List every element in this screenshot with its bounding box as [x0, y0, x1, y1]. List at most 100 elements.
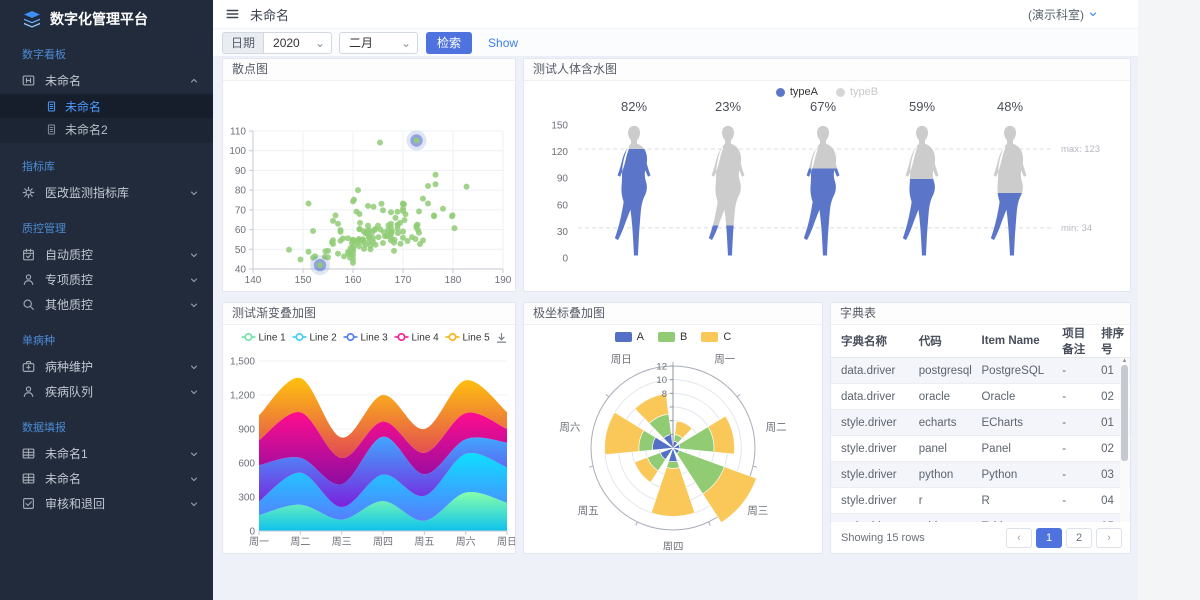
chevron-down-icon	[190, 502, 198, 506]
pagination-page-1[interactable]: 1	[1036, 527, 1062, 548]
sidebar-item[interactable]: 专项质控	[0, 267, 213, 292]
svg-text:90: 90	[235, 166, 247, 177]
sidebar-item-label: 未命名	[45, 472, 82, 486]
pagination-next[interactable]: ›	[1096, 527, 1122, 548]
table-cell: -	[1052, 435, 1092, 462]
table-cell: -	[1052, 461, 1092, 488]
table-cell: style.driver	[831, 435, 909, 462]
legend-item-typeB[interactable]: typeB	[836, 86, 878, 98]
table-cell: -	[1052, 513, 1092, 522]
table-body: data.driver postgresql PostgreSQL -01 data.d…	[831, 358, 1130, 522]
chevron-down-icon	[190, 191, 198, 195]
legend-item-Line-4[interactable]: Line 4	[394, 333, 440, 344]
user-icon	[23, 274, 34, 285]
svg-text:90: 90	[557, 174, 569, 185]
polar-chart: A B C 周一 周二 周三 周四 周五 周六 周日 12 10 8	[524, 325, 822, 554]
table-cell: R	[971, 487, 1053, 514]
svg-text:0: 0	[562, 254, 568, 265]
sidebar-section-label: 数据填报	[22, 422, 66, 434]
svg-text:周日: 周日	[497, 536, 515, 548]
sidebar-item[interactable]: 疾病队列	[0, 379, 213, 404]
sidebar-subitem-group: 未命名未命名2	[0, 93, 213, 143]
sidebar-item[interactable]: 病种维护	[0, 354, 213, 379]
svg-text:周六: 周六	[456, 536, 476, 548]
polar-legend: A B C	[524, 331, 822, 343]
table-cell: Python	[971, 461, 1053, 488]
table-icon	[22, 473, 35, 484]
sidebar-item-label: 自动质控	[45, 248, 94, 262]
month-select[interactable]: 二月 ⌄	[339, 31, 419, 54]
table-cell: style.driver	[831, 513, 909, 522]
pagination-page-2[interactable]: 2	[1066, 527, 1092, 548]
sidebar-item[interactable]: 医改监测指标库	[0, 180, 213, 205]
svg-text:8: 8	[662, 389, 667, 400]
table-cell: PostgreSQL	[971, 358, 1053, 384]
sidebar-item[interactable]: 未命名	[0, 68, 213, 93]
table-column-header: 排序号	[1091, 325, 1130, 358]
sidebar-item[interactable]: 未命名1	[0, 441, 213, 466]
sidebar-subitem[interactable]: 未命名2	[0, 118, 213, 141]
sidebar-item[interactable]: 审核和退回	[0, 491, 213, 516]
show-link[interactable]: Show	[488, 35, 519, 50]
table-cell: panel	[908, 435, 972, 462]
legend-label: typeB	[850, 86, 879, 98]
svg-text:Line 2: Line 2	[310, 333, 338, 344]
legend-item-Line-3[interactable]: Line 3	[343, 333, 389, 344]
table-column-header: 代码	[908, 325, 972, 358]
table-cell: -	[1052, 383, 1092, 410]
table-row: data.driver oracle Oracle -02	[831, 383, 1130, 410]
pagination-prev[interactable]: ‹	[1006, 527, 1032, 548]
hamburger-icon[interactable]	[225, 7, 240, 21]
legend-swatch	[701, 332, 719, 342]
dashboard-icon	[22, 75, 35, 86]
body-water-panel-title: 测试人体含水图	[524, 59, 1130, 81]
year-select[interactable]: 2020 ⌄	[263, 31, 333, 54]
check-square-icon	[23, 498, 34, 509]
table-cell: oracle	[908, 383, 972, 410]
sidebar-item[interactable]: 其他质控	[0, 292, 213, 317]
chevron-down-icon	[190, 390, 198, 394]
table-cell: postgresql	[908, 358, 972, 384]
dept-selector[interactable]: (演示科室)	[1028, 6, 1098, 23]
dashboard-content: 散点图 140 150 160 170 180 190 40 50 60 70 80 90 100 110…	[213, 56, 1138, 600]
svg-text:48%: 48%	[997, 99, 1023, 114]
legend-item-C[interactable]: C	[701, 331, 731, 343]
table-row-count: Showing 15 rows	[841, 531, 925, 544]
table-scrollbar[interactable]: ▲	[1120, 358, 1129, 522]
legend-item-B[interactable]: B	[658, 331, 687, 343]
download-icon[interactable]	[495, 332, 508, 345]
legend-item-Line-1[interactable]: Line 1	[241, 333, 287, 344]
svg-text:150: 150	[551, 121, 568, 132]
sidebar-subitem-label: 未命名	[65, 100, 102, 114]
legend-item-typeA[interactable]: typeA	[775, 86, 818, 98]
sidebar-item[interactable]: 未命名	[0, 466, 213, 491]
svg-text:82%: 82%	[621, 99, 647, 114]
svg-text:140: 140	[245, 275, 262, 286]
svg-text:180: 180	[445, 275, 462, 286]
chevron-down-icon	[190, 365, 198, 369]
app-logo[interactable]: 数字化管理平台	[0, 0, 213, 31]
sidebar-item[interactable]: 自动质控	[0, 242, 213, 267]
dict-table-header: 字典名称 代码 Item Name 项目备注 排序号	[831, 325, 1130, 358]
dict-table-title: 字典表	[831, 303, 1130, 325]
date-label: 日期	[222, 31, 264, 54]
svg-text:59%: 59%	[909, 99, 935, 114]
dict-table-panel: 字典表 字典名称 代码 Item Name 项目备注 排序号 data.driver pos…	[830, 302, 1131, 554]
polar-panel-title: 极坐标叠加图	[524, 303, 822, 325]
legend-item-Line-2[interactable]: Line 2	[292, 333, 338, 344]
svg-text:0: 0	[249, 527, 255, 538]
body-legend: typeA typeB	[524, 86, 1130, 98]
topbar: 未命名 (演示科室)	[213, 0, 1138, 29]
chevron-down-icon	[1089, 12, 1097, 17]
chevron-down-icon	[190, 452, 198, 456]
table-row: style.driver python Python -03	[831, 461, 1130, 488]
sidebar-subitem[interactable]: 未命名	[0, 95, 213, 118]
sidebar-item-label: 病种维护	[45, 360, 94, 374]
pagination: ‹ 1 2 ›	[1006, 527, 1122, 548]
search-button[interactable]: 检索	[426, 31, 473, 54]
legend-item-A[interactable]: A	[614, 331, 644, 343]
legend-swatch	[658, 332, 676, 342]
svg-text:40: 40	[235, 265, 247, 276]
legend-item-Line-5[interactable]: Line 5	[445, 333, 491, 344]
